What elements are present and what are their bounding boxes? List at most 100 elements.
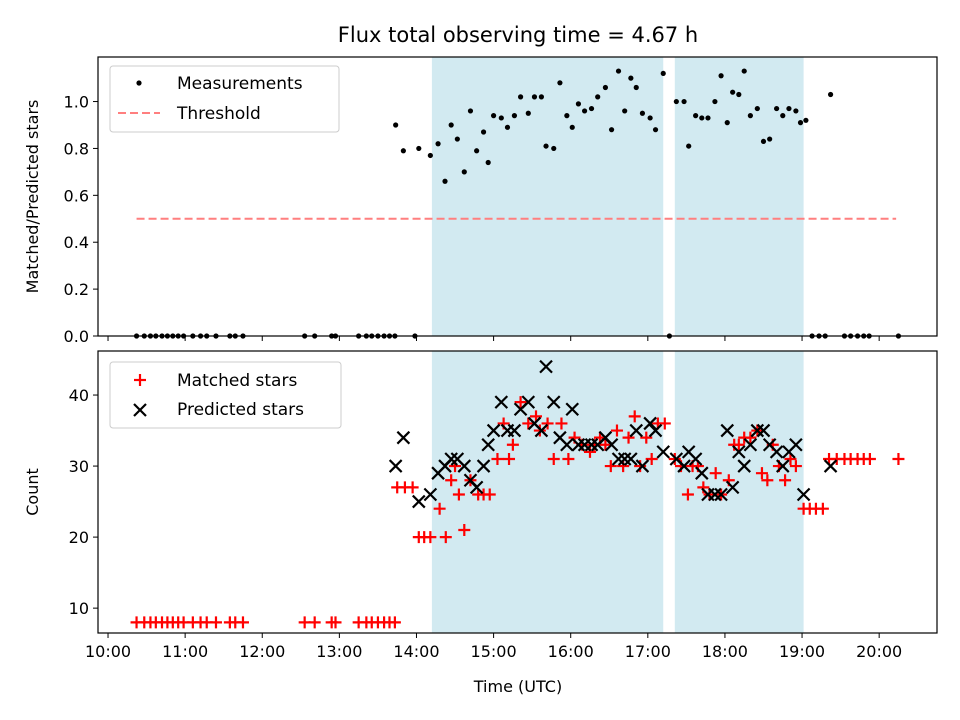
predicted-star-point xyxy=(643,416,657,431)
bottom-legend-box xyxy=(109,361,342,429)
measurement-point xyxy=(490,113,497,119)
measurement-point xyxy=(543,143,549,149)
predicted-star-point xyxy=(481,437,495,452)
chart-title: Flux total observing time = 4.67 h xyxy=(338,23,698,47)
matched-star-point xyxy=(388,616,401,629)
top-y-tick-label: 0.4 xyxy=(64,233,89,252)
matched-star-point xyxy=(445,474,458,487)
top-legend-box xyxy=(109,65,340,133)
matched-star-point xyxy=(658,417,671,430)
top-y-tick-label: 0.2 xyxy=(64,280,89,299)
predicted-star-point xyxy=(629,423,644,438)
measurement-point xyxy=(760,138,767,145)
predicted-star-point xyxy=(720,423,735,438)
measurement-point xyxy=(474,148,480,154)
x-tick-label: 18:00 xyxy=(702,642,748,661)
matched-star-point xyxy=(547,452,560,465)
measurement-point xyxy=(730,89,736,95)
matched-star-point xyxy=(491,452,504,465)
predicted-star-point xyxy=(469,480,484,495)
bottom-x-axis-ticks: 10:00 11:00 12:00 13:00 14:00 15:00 16:00 17:00… xyxy=(85,633,902,661)
measurement-point xyxy=(467,108,474,114)
predicted-star-point xyxy=(769,445,784,459)
top-observing-windows xyxy=(431,57,804,336)
predicted-star-point xyxy=(412,494,426,509)
measurement-point xyxy=(538,94,545,100)
x-tick-label: 12:00 xyxy=(239,642,285,661)
measurement-point xyxy=(595,94,601,100)
predicted-star-point xyxy=(521,395,536,409)
matched-star-point xyxy=(789,460,802,473)
matched-star-point xyxy=(483,488,496,501)
measurement-point xyxy=(393,122,399,128)
matched-star-point xyxy=(298,616,311,629)
predicted-star-point xyxy=(635,459,650,473)
matched-star-point xyxy=(732,438,745,451)
predicted-star-point xyxy=(796,487,811,502)
matched-star-point xyxy=(681,488,694,501)
measurement-point xyxy=(793,108,799,114)
matched-star-point xyxy=(458,524,471,537)
predicted-star-point xyxy=(539,359,553,374)
measurement-point xyxy=(718,73,724,79)
x-tick-label: 14:00 xyxy=(393,642,439,661)
top-observing-window-1 xyxy=(674,57,804,336)
bottom-observing-window-1 xyxy=(674,351,804,633)
matched-star-point xyxy=(236,616,249,629)
predicted-star-point xyxy=(743,437,758,452)
bottom-y-tick-label: 30 xyxy=(69,457,89,476)
x-tick-label: 13:00 xyxy=(316,642,362,661)
predicted-star-point xyxy=(624,452,638,466)
measurement-point xyxy=(622,108,628,114)
measurement-point xyxy=(557,80,563,86)
predicted-star-point xyxy=(732,445,746,459)
matched-star-point xyxy=(503,452,516,465)
matched-star-point xyxy=(439,531,452,544)
x-tick-label: 11:00 xyxy=(162,642,208,661)
predicted-star-point xyxy=(423,487,438,502)
measurement-point xyxy=(827,91,834,98)
measurement-point xyxy=(767,136,773,142)
measurement-point xyxy=(741,68,747,74)
measurement-point xyxy=(525,110,531,116)
measurement-point xyxy=(531,94,538,100)
legend-predicted-label: Predicted stars xyxy=(177,400,304,420)
matched-star-point xyxy=(329,616,342,629)
measurement-point xyxy=(569,124,575,130)
predicted-star-point xyxy=(494,395,509,409)
measurement-point xyxy=(511,113,518,119)
measurement-point xyxy=(786,105,792,112)
matched-star-point xyxy=(610,424,623,437)
matched-star-point xyxy=(892,452,905,465)
predicted-star-point xyxy=(584,437,599,452)
predicted-star-point xyxy=(688,452,703,466)
matched-star-point xyxy=(555,417,568,430)
x-tick-label: 17:00 xyxy=(625,642,671,661)
matched-star-point xyxy=(634,460,647,473)
predicted-star-point xyxy=(388,459,403,473)
measurement-point xyxy=(485,159,491,166)
bottom-observing-window-0 xyxy=(431,351,664,633)
top-observing-window-0 xyxy=(431,57,664,336)
measurement-point xyxy=(754,105,760,112)
predicted-star-point xyxy=(789,437,803,452)
predicted-star-point xyxy=(775,459,790,473)
measurement-point xyxy=(602,84,609,91)
predicted-star-point xyxy=(560,437,574,452)
measurement-point xyxy=(693,113,699,119)
matched-star-point xyxy=(784,452,797,465)
predicted-star-point xyxy=(756,423,771,438)
measurement-point xyxy=(504,124,511,130)
top-y-axis-ticks: 0.0 0.2 0.4 0.6 0.8 1.0 xyxy=(64,93,98,346)
predicted-star-point xyxy=(695,466,709,480)
measurement-point xyxy=(442,178,448,184)
measurement-point xyxy=(416,145,422,152)
legend-threshold-label: Threshold xyxy=(176,104,261,124)
predicted-star-point xyxy=(617,452,632,466)
measurement-point xyxy=(575,101,582,107)
bottom-y-axis-label: Count xyxy=(23,468,42,516)
measurement-point xyxy=(699,115,705,121)
measurement-point xyxy=(517,94,524,100)
